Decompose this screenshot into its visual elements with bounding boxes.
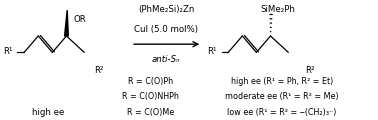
- Text: anti-Sₙ: anti-Sₙ: [152, 55, 181, 65]
- Text: R²: R²: [305, 66, 315, 75]
- Text: OR: OR: [73, 15, 86, 24]
- Text: R¹: R¹: [208, 47, 217, 56]
- Text: low ee (R¹ = R² = ‒(CH₂)₃⁻): low ee (R¹ = R² = ‒(CH₂)₃⁻): [227, 108, 337, 117]
- Text: moderate ee (R¹ = R² = Me): moderate ee (R¹ = R² = Me): [225, 92, 339, 101]
- Text: high ee (R¹ = Ph, R² = Et): high ee (R¹ = Ph, R² = Et): [231, 77, 333, 86]
- Polygon shape: [65, 10, 68, 36]
- Text: R = C(O)Me: R = C(O)Me: [127, 108, 174, 117]
- Text: (PhMe₂Si)₂Zn: (PhMe₂Si)₂Zn: [138, 5, 194, 14]
- Text: R¹: R¹: [3, 47, 12, 56]
- Text: R = C(O)Ph: R = C(O)Ph: [128, 77, 173, 86]
- Text: R = C(O)NHPh: R = C(O)NHPh: [122, 92, 179, 101]
- Text: CuI (5.0 mol%): CuI (5.0 mol%): [134, 25, 198, 34]
- Text: R²: R²: [94, 66, 104, 75]
- Text: high ee: high ee: [32, 108, 65, 117]
- Text: SiMe₂Ph: SiMe₂Ph: [261, 5, 296, 14]
